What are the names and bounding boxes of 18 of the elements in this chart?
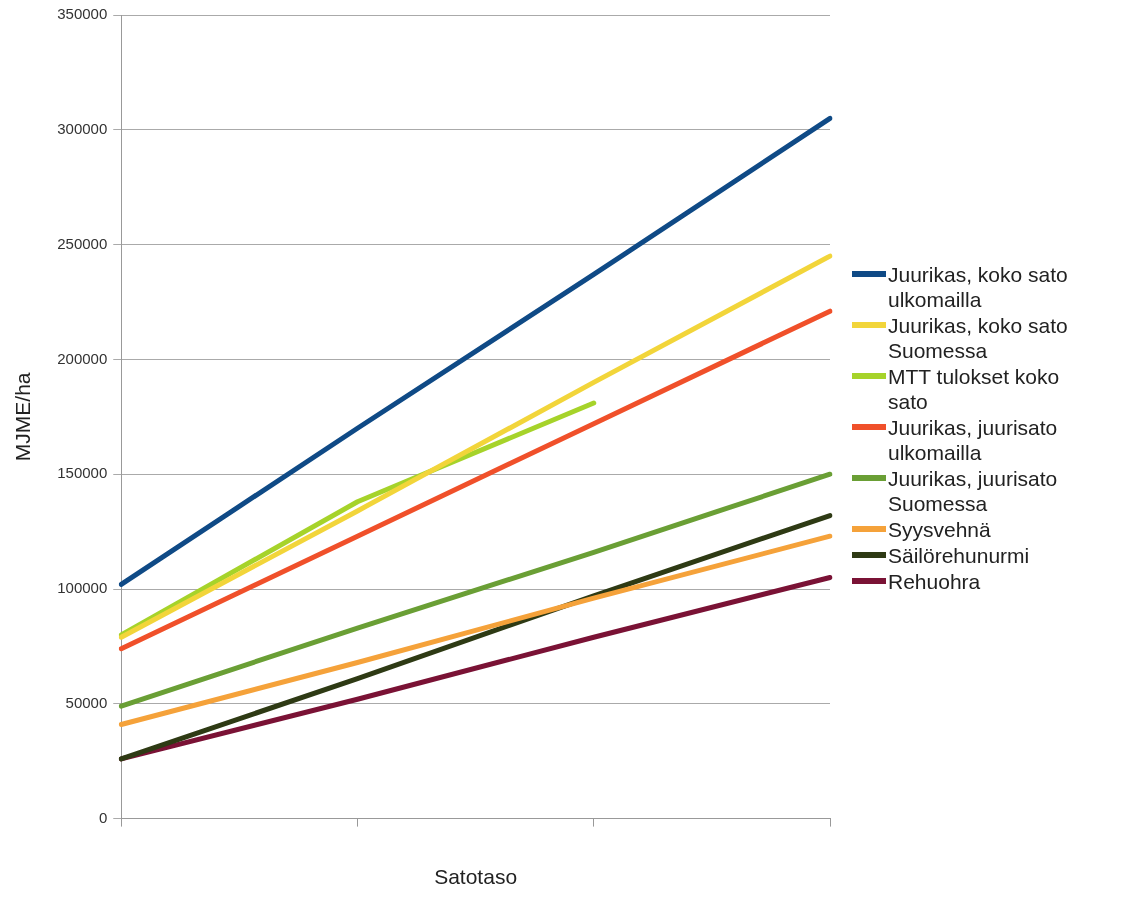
y-tick-label: 350000	[57, 5, 108, 23]
y-tick-label: 50000	[65, 693, 108, 711]
legend-label: Juurikas, koko sato ulkomailla	[888, 262, 1069, 312]
legend-label: Juurikas, koko sato Suomessa	[888, 313, 1069, 363]
y-tick-label: 100000	[57, 579, 108, 597]
y-tick-label: 0	[98, 808, 108, 826]
y-tick-label: 250000	[57, 234, 108, 252]
legend-label: Juurikas, juurisato ulkomailla	[888, 415, 1059, 465]
y-tick-label: 200000	[57, 349, 108, 367]
y-axis-title: MJME/ha	[11, 372, 35, 462]
legend-label: Syysvehnä	[888, 517, 991, 542]
x-axis-title: Satotaso	[434, 865, 518, 889]
y-tick-label: 150000	[57, 464, 108, 482]
legend-label: Säilörehunurmi	[888, 543, 1030, 568]
legend-label: MTT tulokset koko sato	[888, 364, 1061, 414]
legend-label: Rehuohra	[888, 569, 981, 594]
y-tick-label: 300000	[57, 119, 108, 137]
legend-label: Juurikas, juurisato Suomessa	[888, 466, 1059, 516]
